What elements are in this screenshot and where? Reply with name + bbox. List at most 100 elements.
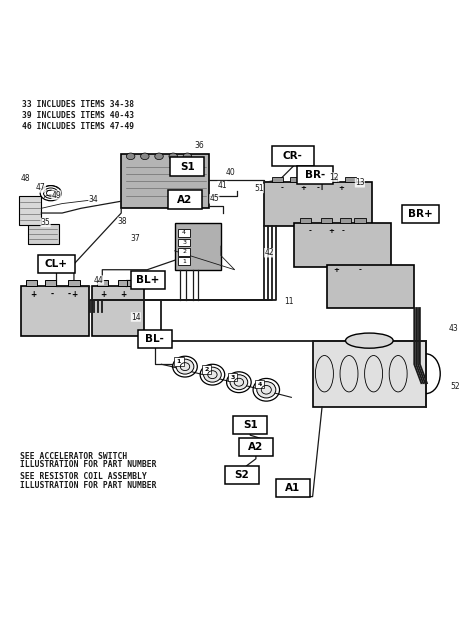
Bar — [291, 177, 302, 183]
Text: -: - — [51, 290, 54, 299]
Bar — [276, 479, 310, 497]
Bar — [239, 439, 273, 456]
Text: +: + — [333, 267, 339, 273]
Text: 4: 4 — [257, 382, 262, 387]
Text: 45: 45 — [210, 195, 219, 204]
Bar — [170, 157, 204, 176]
Text: +: + — [338, 186, 344, 191]
Text: SEE RESISTOR COIL ASSEMBLY: SEE RESISTOR COIL ASSEMBLY — [19, 472, 146, 481]
Text: BR+: BR+ — [408, 209, 433, 219]
Bar — [340, 217, 351, 223]
Bar — [28, 224, 59, 243]
Text: 35: 35 — [41, 218, 50, 227]
Bar — [174, 223, 221, 269]
Bar — [18, 197, 41, 225]
Text: 44: 44 — [94, 276, 104, 285]
Bar — [297, 166, 333, 184]
Ellipse shape — [203, 367, 221, 382]
Bar — [272, 177, 283, 183]
Bar — [121, 154, 209, 209]
Bar — [354, 217, 365, 223]
Text: A2: A2 — [248, 443, 264, 453]
Bar — [228, 373, 237, 381]
Text: A1: A1 — [285, 483, 301, 493]
Bar — [310, 177, 320, 183]
Bar — [45, 280, 56, 287]
Text: 52: 52 — [450, 382, 460, 391]
Text: 41: 41 — [218, 181, 227, 190]
Bar — [68, 280, 80, 287]
Bar — [201, 365, 211, 373]
Bar — [178, 229, 190, 236]
Text: 2: 2 — [204, 367, 209, 372]
Bar — [178, 257, 190, 265]
Bar — [178, 248, 190, 256]
Bar — [345, 177, 356, 183]
Text: 1: 1 — [177, 359, 181, 364]
Bar — [38, 255, 75, 273]
Bar — [118, 280, 129, 287]
Text: 37: 37 — [130, 233, 140, 243]
Text: 42: 42 — [264, 249, 274, 257]
Ellipse shape — [169, 153, 177, 160]
Ellipse shape — [155, 153, 163, 160]
Text: 13: 13 — [355, 178, 365, 187]
Bar — [225, 466, 259, 484]
Text: 38: 38 — [118, 217, 128, 226]
Text: 33 INCLUDES ITEMS 34-38: 33 INCLUDES ITEMS 34-38 — [22, 100, 134, 108]
Bar — [321, 217, 332, 223]
Ellipse shape — [346, 333, 393, 348]
Text: SEE ACCELERATOR SWITCH: SEE ACCELERATOR SWITCH — [19, 451, 127, 461]
Bar — [97, 280, 108, 287]
Text: -: - — [317, 186, 320, 191]
Text: 11: 11 — [284, 297, 294, 306]
Ellipse shape — [176, 359, 194, 374]
Text: 40: 40 — [226, 168, 235, 177]
Text: ILLUSTRATION FOR PART NUMBER: ILLUSTRATION FOR PART NUMBER — [19, 460, 156, 469]
Bar — [313, 340, 426, 407]
Text: BL-: BL- — [146, 333, 164, 344]
Text: 34: 34 — [89, 195, 98, 204]
Text: -: - — [68, 290, 71, 299]
Text: S2: S2 — [234, 470, 249, 480]
Text: 3: 3 — [182, 240, 186, 245]
Text: 49: 49 — [52, 191, 61, 200]
Bar — [300, 217, 311, 223]
Text: 36: 36 — [194, 141, 204, 150]
Text: 51: 51 — [254, 184, 264, 193]
Text: S1: S1 — [243, 420, 257, 430]
Text: +: + — [31, 290, 37, 299]
Bar — [174, 357, 183, 366]
Text: 3: 3 — [230, 375, 235, 380]
Bar — [168, 190, 202, 209]
Text: +: + — [71, 290, 77, 299]
Text: +: + — [120, 290, 127, 299]
Text: CR-: CR- — [283, 152, 303, 161]
Text: 48: 48 — [21, 174, 30, 183]
Bar — [20, 287, 89, 336]
Text: +: + — [300, 186, 306, 191]
Text: 39 INCLUDES ITEMS 40-43: 39 INCLUDES ITEMS 40-43 — [22, 111, 134, 120]
Text: -: - — [309, 228, 312, 234]
Bar — [128, 280, 139, 287]
Bar — [326, 177, 337, 183]
Bar — [178, 238, 190, 246]
Text: -: - — [281, 186, 283, 191]
Text: 47: 47 — [36, 183, 46, 193]
Text: +: + — [100, 290, 107, 299]
Bar — [255, 380, 264, 389]
Text: -: - — [358, 267, 361, 273]
Text: ILLUSTRATION FOR PART NUMBER: ILLUSTRATION FOR PART NUMBER — [19, 481, 156, 489]
Text: 12: 12 — [329, 172, 339, 181]
Bar — [233, 416, 267, 434]
Ellipse shape — [183, 153, 191, 160]
Text: 1: 1 — [182, 259, 186, 264]
Bar — [264, 183, 372, 226]
Ellipse shape — [141, 153, 149, 160]
Bar — [402, 205, 439, 223]
Text: BR-: BR- — [305, 170, 325, 180]
Bar — [138, 330, 172, 347]
Text: 4: 4 — [182, 230, 186, 235]
Text: 46 INCLUDES ITEMS 47-49: 46 INCLUDES ITEMS 47-49 — [22, 122, 134, 131]
Bar — [92, 287, 144, 336]
